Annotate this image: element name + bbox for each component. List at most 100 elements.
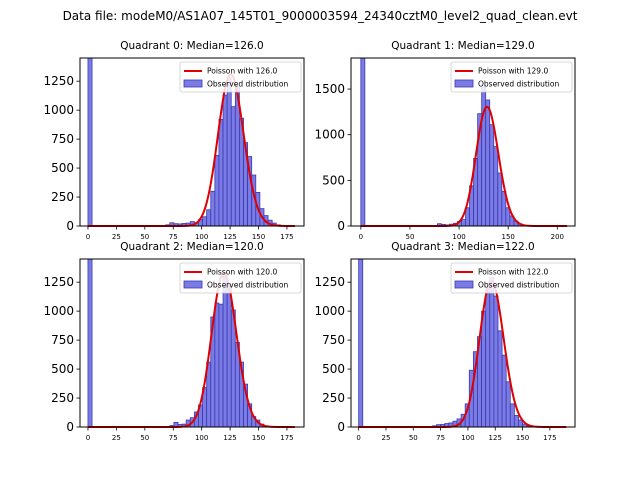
quadrant-3-bar: [513, 415, 519, 428]
quadrant-1-chart: Quadrant 1: Median=129.0 0 50 100 150 200 0 500…: [314, 40, 576, 241]
quadrant-1-poisson-line: [360, 105, 568, 227]
quadrant-1-xtick-label: 0: [359, 233, 363, 241]
quadrant-0-ytick-label: 1000: [43, 103, 74, 117]
quadrant-3-xtick-label: 75: [436, 434, 445, 442]
quadrant-0-xtick-label: 25: [112, 233, 121, 241]
quadrant-1-bar: [360, 57, 366, 227]
quadrant-0-legend-poisson-label: Poisson with 126.0: [207, 67, 277, 76]
quadrant-2-ytick-label: 250: [51, 391, 74, 405]
quadrant-3-xtick-label: 25: [382, 434, 391, 442]
quadrant-0-axes-frame: [79, 57, 305, 227]
quadrant-0-xtick-label: 100: [195, 233, 208, 241]
quadrant-0-legend: [179, 61, 302, 93]
quadrant-1-bar: [489, 124, 495, 227]
quadrant-2-xtick-label: 175: [280, 434, 293, 442]
quadrant-3-ytick-label: 500: [322, 362, 345, 376]
quadrant-2-legend: [179, 262, 302, 294]
quadrant-2-legend-observed-label: Observed distribution: [207, 281, 288, 290]
quadrant-0-title: Quadrant 0: Median=126.0: [120, 40, 263, 52]
quadrant-1-xtick-label: 50: [405, 233, 414, 241]
quadrant-3-xtick-label: 100: [461, 434, 474, 442]
quadrant-1-axes-frame: [350, 57, 576, 227]
quadrant-2-chart: Quadrant 2: Median=120.0 0 25 50 75 100 125 150…: [43, 241, 305, 442]
quadrant-2-ytick-label: 1250: [43, 275, 74, 289]
quadrant-3-bar: [493, 295, 499, 428]
quadrant-1-ytick-label: 500: [322, 173, 345, 187]
quadrant-3-bar: [489, 277, 495, 428]
quadrant-2-bar: [222, 275, 228, 428]
quadrant-3-chart: Quadrant 3: Median=122.0 0 25 50 75 100 125 150…: [314, 241, 576, 442]
quadrant-2-xtick-label: 125: [223, 434, 236, 442]
quadrant-0-bar: [87, 57, 93, 227]
quadrant-3-bar: [481, 310, 487, 428]
quadrant-2-legend-bar-swatch: [183, 280, 203, 289]
quadrant-3-ytick-label: 1000: [314, 304, 345, 318]
quadrant-1-xtick-label: 200: [551, 233, 564, 241]
quadrant-3-poisson-line: [358, 279, 567, 428]
quadrant-3-legend-poisson-label: Poisson with 122.0: [478, 268, 548, 277]
quadrant-2-bar: [218, 303, 224, 428]
quadrant-3-legend-bar-swatch: [454, 280, 474, 289]
quadrant-0-bar: [206, 209, 212, 227]
quadrant-0-ytick-label: 500: [51, 161, 74, 175]
quadrant-3-axes-frame: [350, 258, 576, 428]
quadrant-3-ytick-label: 750: [322, 333, 345, 347]
quadrant-0-xtick-label: 150: [252, 233, 265, 241]
quadrant-0-bar: [222, 94, 228, 227]
quadrant-0-chart: Quadrant 0: Median=126.0 0 25 50 75 100 125 150…: [43, 40, 305, 241]
quadrant-3-bar: [509, 403, 515, 428]
quadrant-0-poisson-line: [87, 73, 295, 227]
quadrant-2-xtick-label: 0: [86, 434, 90, 442]
quadrant-2-xtick-label: 25: [112, 434, 121, 442]
quadrant-3-xtick-label: 0: [356, 434, 360, 442]
quadrant-3-bar: [505, 381, 511, 428]
quadrant-2-legend-poisson-label: Poisson with 120.0: [207, 268, 277, 277]
quadrant-3-ytick-label: 0: [337, 420, 345, 434]
quadrant-0-legend-bar-swatch: [183, 79, 203, 88]
quadrant-0-bar: [218, 119, 224, 227]
quadrant-0-bar: [214, 154, 220, 227]
quadrant-0-ytick-label: 250: [51, 190, 74, 204]
quadrant-3-legend-observed-label: Observed distribution: [478, 281, 559, 290]
figure-suptitle: Data file: modeM0/AS1A07_145T01_90000035…: [62, 9, 578, 23]
quadrant-2-ytick-label: 500: [51, 362, 74, 376]
quadrant-1-ytick-label: 1500: [314, 82, 345, 96]
quadrant-3-bar: [497, 330, 503, 428]
quadrant-3-xtick-label: 50: [409, 434, 418, 442]
quadrant-3-bar: [358, 258, 364, 428]
quadrant-2-axes-frame: [79, 258, 305, 428]
quadrant-0-xtick-label: 50: [140, 233, 149, 241]
quadrant-1-bar: [485, 99, 491, 227]
quadrant-3-bar: [485, 288, 491, 428]
quadrant-1-ytick-label: 0: [337, 219, 345, 233]
quadrant-0-xtick-label: 175: [280, 233, 293, 241]
quadrant-2-bar: [214, 302, 220, 428]
quadrant-1-bar: [461, 219, 466, 227]
quadrant-2-xtick-label: 50: [140, 434, 149, 442]
quadrant-3-xtick-label: 175: [543, 434, 556, 442]
quadrant-2-bar: [87, 258, 93, 428]
quadrant-0-ytick-label: 750: [51, 132, 74, 146]
quadrant-1-xtick-label: 100: [452, 233, 465, 241]
quadrant-3-legend: [450, 262, 573, 294]
quadrant-1-legend: [450, 61, 573, 93]
quadrant-0-bar: [230, 106, 236, 227]
quadrant-2-bar: [226, 284, 232, 428]
quadrant-3-bar: [501, 354, 507, 428]
quadrant-2-ytick-label: 750: [51, 333, 74, 347]
quadrant-3-ytick-label: 1250: [314, 275, 345, 289]
quadrant-0-bar: [202, 216, 208, 227]
quadrant-1-legend-poisson-label: Poisson with 129.0: [478, 67, 548, 76]
quadrant-2-ytick-label: 0: [66, 420, 74, 434]
quadrant-1-legend-bar-swatch: [454, 79, 474, 88]
quadrant-3-ytick-label: 250: [322, 391, 345, 405]
quadrant-2-title: Quadrant 2: Median=120.0: [120, 241, 263, 253]
quadrant-3-title: Quadrant 3: Median=122.0: [391, 241, 534, 253]
quadrant-0-xtick-label: 0: [86, 233, 90, 241]
quadrant-1-bar: [493, 146, 499, 227]
quadrant-0-bar: [210, 190, 216, 227]
quadrant-1-ytick-label: 1000: [314, 128, 345, 142]
quadrant-1-legend-observed-label: Observed distribution: [478, 80, 559, 89]
quadrant-0-xtick-label: 75: [169, 233, 178, 241]
